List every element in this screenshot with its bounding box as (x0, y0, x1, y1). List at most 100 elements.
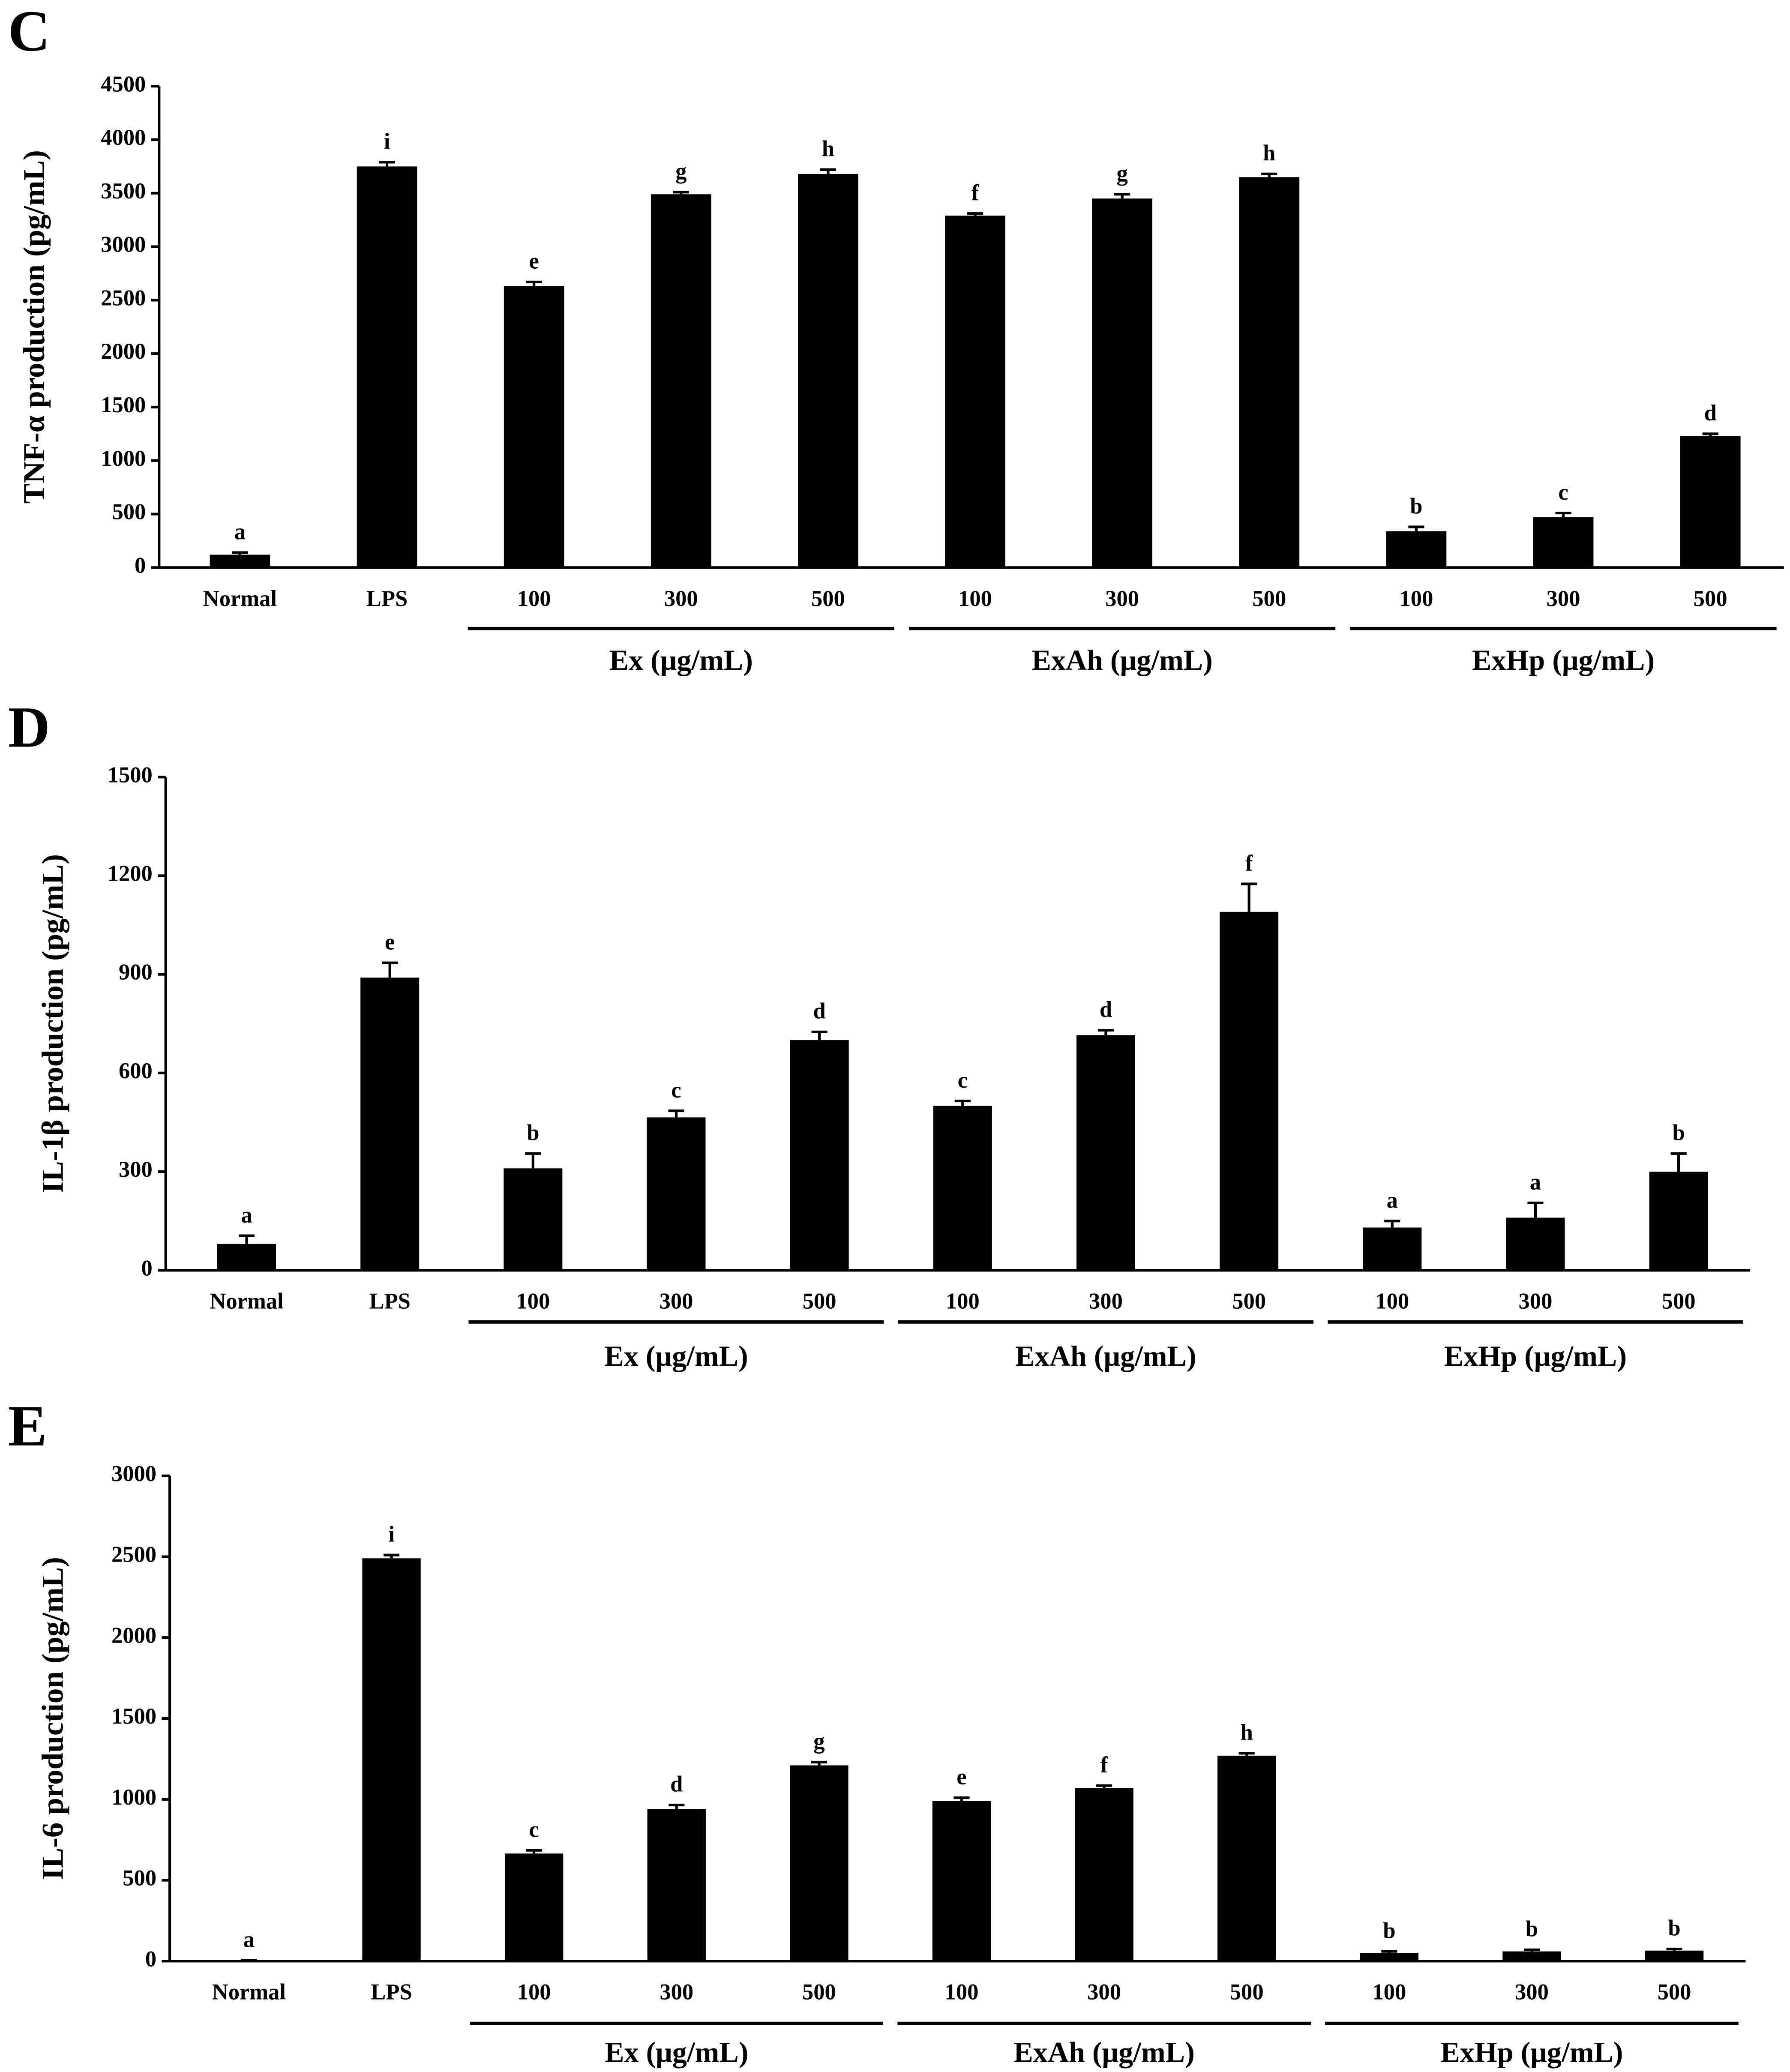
significance-letter: b (1410, 494, 1422, 519)
bar (1363, 1227, 1422, 1271)
group-label: ExAh (μg/mL) (1032, 644, 1213, 676)
y-tick-label: 2500 (101, 285, 146, 310)
x-tick-label: 500 (1658, 1980, 1691, 2005)
significance-letter: a (241, 1202, 252, 1227)
bar (647, 1117, 706, 1271)
significance-letter: b (1672, 1121, 1685, 1145)
bar (1360, 1953, 1419, 1961)
x-tick-label: Normal (212, 1980, 286, 2005)
y-tick-label: 4000 (101, 125, 146, 150)
x-tick-label: 100 (1372, 1980, 1406, 2005)
x-tick-label: 500 (1662, 1289, 1696, 1314)
y-tick-label: 1000 (111, 1785, 156, 1810)
bar (1076, 1035, 1135, 1271)
significance-letter: b (1383, 1918, 1395, 1943)
significance-letter: g (675, 159, 687, 184)
x-tick-label: 300 (1087, 1980, 1121, 2005)
significance-letter: g (1117, 161, 1128, 186)
x-tick-label: 300 (1547, 586, 1580, 611)
significance-letter: b (527, 1121, 539, 1145)
x-tick-label: 300 (1089, 1289, 1123, 1314)
bar (790, 1040, 849, 1271)
panel-label: E (8, 1394, 47, 1458)
y-tick-label: 2500 (111, 1542, 156, 1567)
significance-letter: c (958, 1068, 968, 1093)
bar (1092, 198, 1153, 568)
significance-letter: a (243, 1927, 255, 1952)
bar (1680, 436, 1741, 568)
bar (504, 1853, 564, 1961)
significance-letter: c (1558, 480, 1568, 505)
bar (1506, 1217, 1565, 1271)
x-tick-label: 500 (1694, 586, 1727, 611)
y-tick-label: 500 (123, 1866, 156, 1891)
bar (932, 1801, 991, 1961)
significance-letter: c (671, 1078, 681, 1103)
bar (1075, 1788, 1133, 1961)
x-tick-label: 100 (945, 1980, 979, 2005)
y-tick-label: 3000 (101, 232, 146, 257)
x-tick-label: LPS (369, 1289, 410, 1314)
significance-letter: d (670, 1772, 683, 1797)
y-tick-label: 600 (119, 1058, 153, 1083)
significance-letter: f (1100, 1752, 1109, 1777)
y-tick-label: 1500 (101, 393, 146, 417)
group-label: ExAh (μg/mL) (1015, 1340, 1196, 1372)
bar (651, 194, 711, 568)
x-tick-label: 100 (517, 586, 551, 611)
bar (647, 1809, 706, 1961)
x-tick-label: 300 (1105, 586, 1139, 611)
y-tick-label: 3000 (111, 1461, 156, 1486)
significance-letter: h (822, 137, 834, 162)
group-label: ExHp (μg/mL) (1440, 2036, 1623, 2069)
x-tick-label: 300 (1519, 1289, 1553, 1314)
x-tick-label: 500 (1232, 1289, 1266, 1314)
y-axis-label: IL-1β production (pg/mL) (36, 854, 69, 1193)
significance-letter: h (1241, 1720, 1253, 1745)
significance-letter: a (1387, 1188, 1398, 1213)
x-tick-label: 100 (517, 1980, 551, 2005)
x-tick-label: Normal (210, 1289, 283, 1314)
x-tick-label: 100 (1399, 586, 1433, 611)
x-tick-label: Normal (203, 586, 277, 611)
bar (362, 1558, 421, 1961)
x-tick-label: 100 (958, 586, 992, 611)
y-tick-label: 1200 (108, 861, 153, 886)
group-label: Ex (μg/mL) (604, 1340, 748, 1372)
x-tick-label: 300 (664, 586, 698, 611)
y-axis-label: IL-6 production (pg/mL) (36, 1557, 69, 1880)
significance-letter: g (813, 1729, 825, 1754)
y-tick-label: 0 (135, 553, 146, 578)
bar (1239, 177, 1300, 568)
bar (798, 174, 858, 568)
x-tick-label: LPS (366, 586, 408, 611)
panel-label: D (8, 695, 50, 759)
y-tick-label: 2000 (111, 1623, 156, 1648)
y-tick-label: 500 (112, 500, 146, 525)
x-tick-label: 300 (660, 1289, 693, 1314)
significance-letter: d (813, 999, 826, 1024)
bar (360, 978, 420, 1271)
significance-letter: d (1100, 997, 1112, 1022)
x-tick-label: 100 (946, 1289, 980, 1314)
significance-letter: b (1526, 1917, 1538, 1942)
significance-letter: h (1263, 141, 1275, 166)
bar (504, 286, 564, 568)
y-tick-label: 900 (119, 960, 153, 985)
bar (217, 1244, 276, 1271)
x-tick-label: 500 (1252, 586, 1286, 611)
bar (1533, 517, 1594, 568)
y-tick-label: 1500 (111, 1704, 156, 1729)
x-tick-label: 100 (1375, 1289, 1409, 1314)
significance-letter: i (384, 129, 390, 154)
x-tick-label: 500 (802, 1980, 836, 2005)
x-tick-label: 300 (1515, 1980, 1549, 2005)
x-tick-label: LPS (371, 1980, 412, 2005)
significance-letter: e (385, 930, 395, 955)
x-tick-label: 500 (1230, 1980, 1264, 2005)
x-tick-label: 300 (660, 1980, 693, 2005)
y-tick-label: 1500 (108, 762, 153, 787)
group-label: Ex (μg/mL) (609, 644, 753, 676)
significance-letter: d (1704, 401, 1717, 426)
bar (1220, 912, 1279, 1271)
